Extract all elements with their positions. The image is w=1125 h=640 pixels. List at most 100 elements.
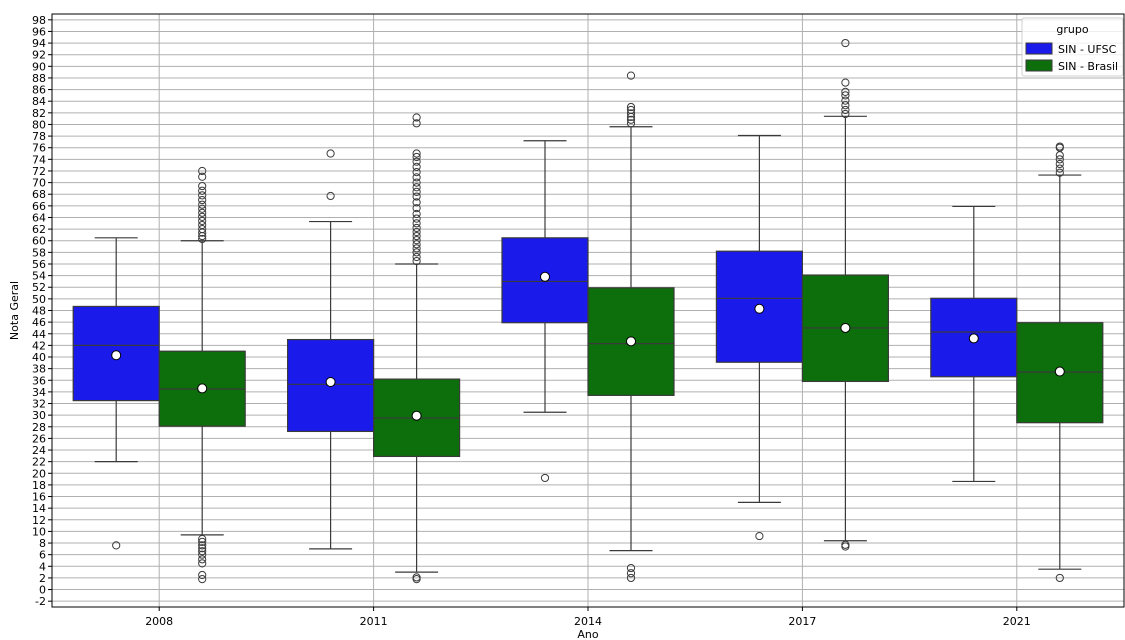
- outlier-point: [841, 109, 850, 119]
- y-tick-label: 54: [32, 270, 46, 283]
- outlier-point: [412, 573, 421, 582]
- outlier-point: [198, 208, 207, 217]
- y-tick-label: 24: [32, 444, 46, 457]
- box-sin---ufsc: [930, 205, 1018, 483]
- y-tick-label: 10: [32, 525, 46, 538]
- y-tick-label: 44: [32, 328, 46, 341]
- outlier-point: [198, 181, 207, 191]
- outlier-point: [841, 78, 850, 87]
- y-tick-label: 2: [39, 572, 46, 585]
- outlier-point: [1055, 155, 1064, 164]
- legend-swatch: [1025, 42, 1053, 55]
- y-tick-label: 32: [32, 398, 46, 411]
- outlier-point: [412, 209, 421, 219]
- legend-swatch: [1025, 59, 1053, 72]
- outlier-point: [1055, 142, 1064, 151]
- y-tick-label: 12: [32, 514, 46, 527]
- y-tick-label: 22: [32, 456, 46, 469]
- outlier-point: [198, 172, 207, 181]
- y-tick-label: 42: [32, 339, 46, 352]
- outlier-point: [626, 105, 636, 115]
- outlier-point: [198, 186, 207, 195]
- y-axis-label: Nota Geral: [8, 281, 21, 340]
- outlier-point: [626, 569, 636, 578]
- outlier-point: [412, 244, 421, 253]
- legend-entry: SIN - Brasil: [1058, 60, 1118, 73]
- y-tick-label: 8: [39, 537, 46, 550]
- outlier-point: [841, 542, 850, 551]
- outlier-point: [626, 573, 636, 583]
- y-tick-label: 96: [32, 25, 46, 38]
- outlier-point: [1055, 573, 1064, 583]
- outlier-point: [112, 541, 121, 550]
- outlier-point: [626, 109, 636, 118]
- box-sin---ufsc: [287, 149, 375, 550]
- outlier-point: [841, 87, 850, 97]
- outlier-point: [412, 119, 421, 128]
- box-sin---brasil: [801, 38, 890, 551]
- y-tick-label: 38: [32, 363, 46, 376]
- outlier-point: [412, 187, 421, 196]
- outlier-point: [412, 223, 421, 233]
- outlier-point: [412, 192, 421, 201]
- y-tick-label: 66: [32, 200, 46, 213]
- mean-marker: [754, 303, 765, 314]
- outlier-point: [841, 38, 850, 48]
- outlier-point: [540, 473, 550, 483]
- y-tick-label: 80: [32, 118, 46, 131]
- outlier-point: [326, 191, 335, 201]
- y-tick-label: 40: [32, 351, 46, 364]
- y-tick-label: 72: [32, 165, 46, 178]
- outlier-point: [1055, 168, 1064, 177]
- outlier-point: [198, 550, 207, 559]
- y-tick-label: 14: [32, 502, 46, 515]
- mean-marker: [1054, 366, 1065, 377]
- outlier-point: [198, 544, 207, 553]
- mean-marker: [325, 377, 336, 388]
- outlier-point: [412, 204, 421, 213]
- box-sin---ufsc: [72, 237, 160, 550]
- y-tick-label: 6: [39, 549, 46, 562]
- y-tick-label: 30: [32, 409, 46, 422]
- x-tick-label: 2014: [574, 615, 602, 628]
- outlier-point: [412, 113, 421, 122]
- y-tick-label: 88: [32, 72, 46, 85]
- y-tick-label: 16: [32, 491, 46, 504]
- y-tick-label: 94: [32, 37, 46, 50]
- outlier-point: [412, 168, 421, 177]
- outlier-point: [755, 531, 764, 541]
- outlier-point: [412, 252, 421, 262]
- outlier-point: [198, 204, 207, 213]
- outlier-point: [626, 563, 636, 573]
- outlier-point: [412, 248, 421, 257]
- outlier-point: [326, 149, 335, 158]
- box-sin---brasil: [373, 113, 461, 584]
- y-tick-label: 20: [32, 467, 46, 480]
- mean-marker: [411, 410, 422, 421]
- y-tick-label: 34: [32, 386, 46, 399]
- y-tick-label: 90: [32, 60, 46, 73]
- y-tick-label: 78: [32, 130, 46, 143]
- mean-marker: [626, 336, 636, 347]
- outlier-point: [412, 157, 421, 166]
- box-sin---brasil: [587, 71, 675, 583]
- legend-title: grupo: [1056, 23, 1088, 36]
- y-tick-label: 36: [32, 374, 46, 387]
- outlier-point: [198, 541, 207, 550]
- outlier-point: [198, 555, 207, 564]
- outlier-point: [841, 540, 850, 549]
- outlier-point: [412, 574, 421, 584]
- outlier-point: [412, 227, 421, 237]
- outlier-point: [841, 101, 850, 110]
- box-sin---brasil: [1016, 142, 1104, 583]
- x-axis: 2008 2011 2014 2017 2021: [145, 607, 1031, 628]
- y-tick-label: 58: [32, 246, 46, 259]
- y-tick-label: 50: [32, 293, 46, 306]
- y-tick-label: 60: [32, 235, 46, 248]
- y-tick-label: 62: [32, 223, 46, 236]
- outlier-point: [841, 105, 850, 115]
- y-tick-label: 84: [32, 95, 46, 108]
- outlier-point: [412, 236, 421, 245]
- x-tick-label: 2021: [1003, 615, 1031, 628]
